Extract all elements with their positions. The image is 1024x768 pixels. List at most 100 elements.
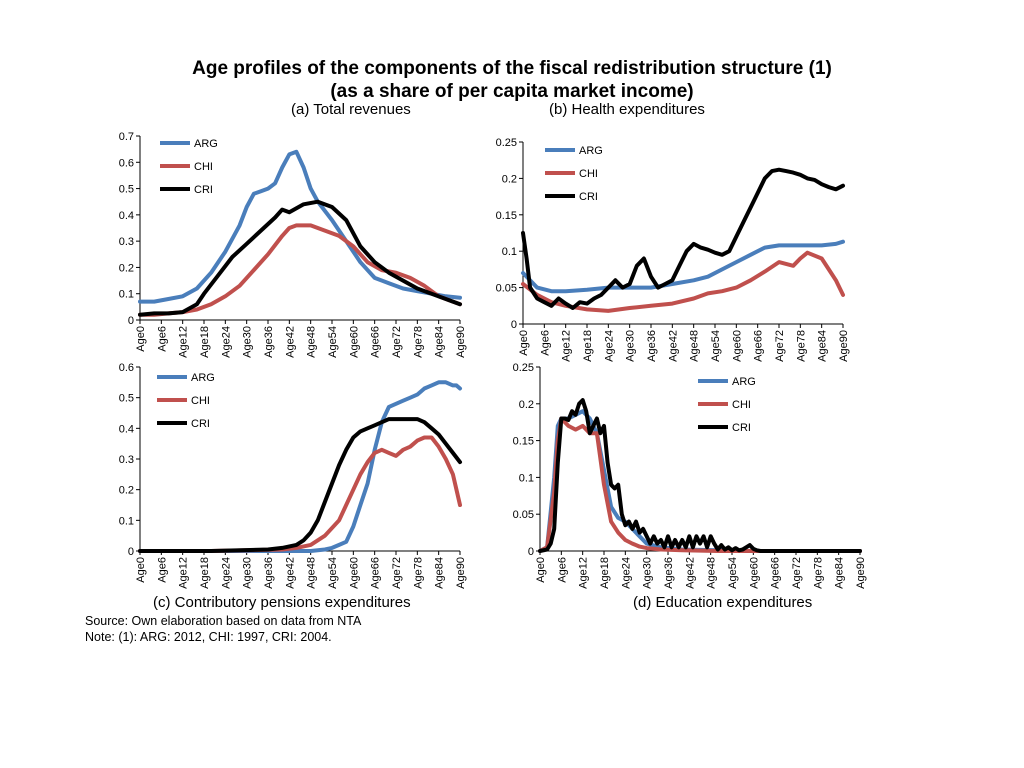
- x-tick-label: Age84: [834, 557, 846, 589]
- x-tick-label: Age36: [263, 557, 275, 589]
- year-note: Note: (1): ARG: 2012, CHI: 1997, CRI: 20…: [85, 630, 332, 644]
- y-tick-label: 0.1: [119, 289, 134, 301]
- x-tick-label: Age0: [135, 557, 147, 583]
- y-tick-label: 0.3: [119, 236, 134, 248]
- x-tick-label: Age78: [812, 557, 824, 589]
- series-line-chi: [538, 416, 862, 553]
- x-tick-label: Age60: [348, 326, 360, 358]
- x-tick-label: Age72: [391, 326, 403, 358]
- x-tick-label: Age90: [838, 330, 850, 362]
- x-tick-label: Age54: [327, 326, 339, 358]
- x-tick-label: Age36: [646, 330, 658, 362]
- series-line-chi: [138, 435, 462, 553]
- legend-label-arg: ARG: [191, 372, 215, 384]
- legend-label-cri: CRI: [191, 418, 210, 430]
- chart-b-title: (b) Health expenditures: [549, 101, 705, 118]
- y-tick-label: 0: [128, 546, 134, 558]
- x-tick-label: Age48: [689, 330, 701, 362]
- x-tick-label: Age24: [220, 326, 232, 358]
- x-tick-label: Age12: [178, 326, 190, 358]
- figure-title: Age profiles of the components of the fi…: [192, 58, 832, 79]
- y-tick-label: 0.05: [513, 509, 534, 521]
- x-tick-label: Age72: [791, 557, 803, 589]
- x-tick-label: Age54: [727, 557, 739, 589]
- x-tick-label: Age90: [455, 326, 467, 358]
- x-tick-label: Age0: [535, 557, 547, 583]
- y-tick-label: 0.7: [119, 131, 134, 143]
- series-line-arg: [138, 149, 462, 304]
- y-tick-label: 0: [528, 546, 534, 558]
- x-tick-label: Age18: [582, 330, 594, 362]
- x-tick-label: Age6: [156, 326, 168, 352]
- x-tick-label: Age12: [578, 557, 590, 589]
- y-tick-label: 0.15: [513, 436, 534, 448]
- x-tick-label: Age42: [284, 326, 296, 358]
- x-tick-label: Age12: [561, 330, 573, 362]
- x-tick-label: Age42: [284, 557, 296, 589]
- y-tick-label: 0.2: [519, 399, 534, 411]
- x-tick-label: Age24: [220, 557, 232, 589]
- series-line-cri: [138, 199, 462, 317]
- x-tick-label: Age42: [684, 557, 696, 589]
- x-tick-label: Age66: [370, 326, 382, 358]
- x-tick-label: Age54: [327, 557, 339, 589]
- x-tick-label: Age54: [710, 330, 722, 362]
- y-tick-label: 0: [511, 319, 517, 331]
- x-tick-label: Age0: [135, 326, 147, 352]
- y-tick-label: 0.5: [119, 393, 134, 405]
- legend-label-chi: CHI: [191, 395, 210, 407]
- x-tick-label: Age60: [748, 557, 760, 589]
- x-tick-label: Age90: [455, 557, 467, 589]
- x-tick-label: Age84: [434, 326, 446, 358]
- x-tick-label: Age18: [199, 326, 211, 358]
- y-tick-label: 0.2: [119, 262, 134, 274]
- y-tick-label: 0: [128, 315, 134, 327]
- legend-label-arg: ARG: [579, 145, 603, 157]
- x-tick-label: Age48: [706, 557, 718, 589]
- x-tick-label: Age24: [620, 557, 632, 589]
- legend-label-cri: CRI: [579, 191, 598, 203]
- series-line-chi: [138, 223, 462, 317]
- y-tick-label: 0.6: [119, 157, 134, 169]
- y-tick-label: 0.2: [502, 173, 517, 185]
- x-tick-label: Age18: [599, 557, 611, 589]
- x-tick-label: Age30: [625, 330, 637, 362]
- y-tick-label: 0.3: [119, 454, 134, 466]
- x-tick-label: Age78: [795, 330, 807, 362]
- x-tick-label: Age30: [242, 326, 254, 358]
- x-tick-label: Age48: [306, 326, 318, 358]
- series-line-cri: [538, 398, 862, 553]
- series-line-cri: [138, 417, 462, 553]
- x-tick-label: Age36: [663, 557, 675, 589]
- x-tick-label: Age84: [434, 557, 446, 589]
- x-tick-label: Age18: [199, 557, 211, 589]
- chart-d-title: (d) Education expenditures: [633, 594, 813, 611]
- legend-label-chi: CHI: [194, 161, 213, 173]
- series-line-chi: [521, 250, 845, 313]
- x-tick-label: Age6: [556, 557, 568, 583]
- series-line-cri: [521, 167, 845, 310]
- x-tick-label: Age66: [770, 557, 782, 589]
- legend-label-chi: CHI: [732, 399, 751, 411]
- y-tick-label: 0.05: [496, 283, 517, 295]
- legend-label-arg: ARG: [194, 138, 218, 150]
- x-tick-label: Age42: [667, 330, 679, 362]
- x-tick-label: Age66: [753, 330, 765, 362]
- x-tick-label: Age6: [156, 557, 168, 583]
- x-tick-label: Age48: [306, 557, 318, 589]
- footnotes: Source: Own elaboration based on data fr…: [85, 613, 361, 645]
- x-tick-label: Age60: [348, 557, 360, 589]
- x-tick-label: Age0: [518, 330, 530, 356]
- y-tick-label: 0.5: [119, 184, 134, 196]
- series-line-arg: [521, 239, 845, 294]
- x-tick-label: Age6: [539, 330, 551, 356]
- y-tick-label: 0.4: [119, 423, 134, 435]
- x-tick-label: Age12: [178, 557, 190, 589]
- y-tick-label: 0.1: [119, 515, 134, 527]
- x-tick-label: Age60: [731, 330, 743, 362]
- x-tick-label: Age84: [817, 330, 829, 362]
